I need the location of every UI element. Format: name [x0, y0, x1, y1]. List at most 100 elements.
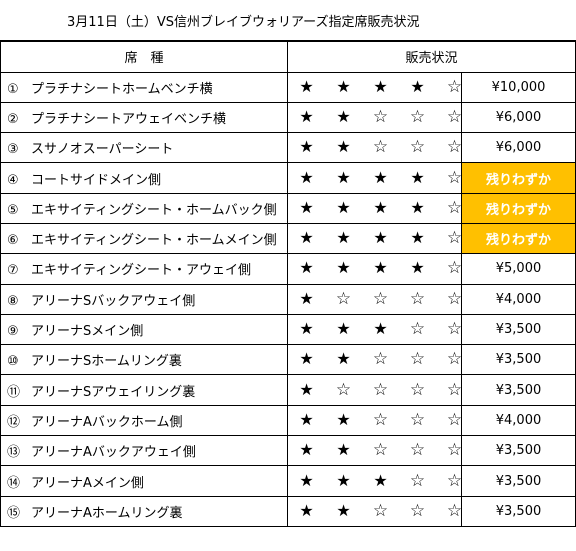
row-number: ②: [7, 111, 19, 127]
filled-star-icon: ★: [299, 379, 314, 399]
filled-star-icon: ★: [410, 76, 425, 96]
table-row: ③ スサノオスーパーシート ★ ★ ☆ ☆ ☆ ¥6,000: [0, 132, 576, 164]
empty-star-icon: ☆: [335, 288, 352, 309]
availability-stars: ★ ☆ ☆ ☆ ☆: [287, 374, 462, 406]
seat-name-cell: ④ コートサイドメイン側: [0, 162, 288, 194]
filled-star-icon: ★: [336, 440, 351, 460]
empty-star-icon: ☆: [409, 409, 426, 430]
row-number: ①: [7, 81, 19, 97]
seat-name: アリーナAホームリング裏: [31, 505, 183, 521]
empty-star-icon: ☆: [335, 379, 352, 400]
seat-name: コートサイドメイン側: [31, 172, 162, 188]
availability-stars: ★ ★ ☆ ☆ ☆: [287, 344, 462, 376]
table-row: ⑭ アリーナAメイン側 ★ ★ ★ ☆ ☆ ¥3,500: [0, 465, 576, 497]
row-number: ⑩: [7, 354, 19, 370]
empty-star-icon: ☆: [372, 288, 389, 309]
filled-star-icon: ★: [410, 197, 425, 217]
filled-star-icon: ★: [336, 349, 351, 369]
seat-name-cell: ⑫ アリーナAバックホーム側: [0, 404, 288, 437]
availability-stars: ★ ★ ★ ★ ☆: [287, 222, 462, 255]
seat-name: アリーナAメイン側: [31, 475, 144, 491]
row-number: ④: [7, 172, 19, 188]
availability-stars: ★ ★ ★ ★ ☆: [287, 162, 462, 194]
low-stock-badge: 残りわずか: [460, 162, 576, 194]
filled-star-icon: ★: [336, 470, 351, 490]
seat-name: アリーナSアウェイリング裏: [31, 384, 196, 400]
low-stock-badge: 残りわずか: [460, 192, 576, 224]
table-row: ⑪ アリーナSアウェイリング裏 ★ ☆ ☆ ☆ ☆ ¥3,500: [0, 374, 576, 406]
seat-name: スサノオスーパーシート: [31, 142, 174, 158]
price-cell: ¥3,500: [460, 374, 576, 406]
empty-star-icon: ☆: [409, 379, 426, 400]
row-number: ⑤: [7, 202, 19, 218]
filled-star-icon: ★: [336, 167, 351, 187]
empty-star-icon: ☆: [409, 470, 426, 491]
seat-name-cell: ③ スサノオスーパーシート: [0, 132, 288, 164]
seat-name-cell: ① プラチナシートホームベンチ横: [0, 71, 288, 103]
empty-star-icon: ☆: [446, 409, 463, 430]
filled-star-icon: ★: [299, 409, 314, 429]
empty-star-icon: ☆: [446, 288, 463, 309]
empty-star-icon: ☆: [372, 106, 389, 127]
empty-star-icon: ☆: [409, 288, 426, 309]
filled-star-icon: ★: [299, 349, 314, 369]
seat-name: アリーナSバックアウェイ側: [31, 293, 196, 309]
price-cell: ¥3,500: [460, 465, 576, 497]
seat-name: プラチナシートホームベンチ横: [31, 81, 213, 97]
price-cell: ¥6,000: [460, 132, 576, 164]
price-cell: ¥3,500: [460, 495, 576, 527]
seat-name: エキサイティングシート・アウェイ側: [31, 263, 251, 279]
price-cell: ¥3,500: [460, 344, 576, 376]
filled-star-icon: ★: [336, 76, 351, 96]
seat-name-cell: ⑤ エキサイティングシート・ホームバック側: [0, 192, 288, 224]
empty-star-icon: ☆: [446, 440, 463, 461]
table-row: ④ コートサイドメイン側 ★ ★ ★ ★ ☆ 残りわずか: [0, 162, 576, 194]
seat-name: アリーナSメイン側: [31, 324, 144, 340]
empty-star-icon: ☆: [446, 167, 463, 188]
row-number: ⑬: [7, 445, 21, 461]
table-row: ⑨ アリーナSメイン側 ★ ★ ★ ☆ ☆ ¥3,500: [0, 313, 576, 346]
empty-star-icon: ☆: [446, 76, 463, 97]
empty-star-icon: ☆: [446, 349, 463, 370]
low-stock-badge: 残りわずか: [460, 222, 576, 255]
filled-star-icon: ★: [336, 106, 351, 126]
row-number: ⑨: [7, 324, 19, 340]
seat-name-cell: ⑮ アリーナAホームリング裏: [0, 495, 288, 527]
seat-name-cell: ⑥ エキサイティングシート・ホームメイン側: [0, 222, 288, 255]
seat-name-cell: ⑩ アリーナSホームリング裏: [0, 344, 288, 376]
filled-star-icon: ★: [336, 228, 351, 248]
row-number: ⑧: [7, 293, 19, 309]
filled-star-icon: ★: [299, 197, 314, 217]
price-cell: ¥4,000: [460, 404, 576, 437]
table-row: ⑦ エキサイティングシート・アウェイ側 ★ ★ ★ ★ ☆ ¥5,000: [0, 253, 576, 285]
availability-stars: ★ ★ ★ ★ ☆: [287, 253, 462, 285]
empty-star-icon: ☆: [372, 349, 389, 370]
table-row: ⑫ アリーナAバックホーム側 ★ ★ ☆ ☆ ☆ ¥4,000: [0, 404, 576, 437]
empty-star-icon: ☆: [446, 258, 463, 279]
price-cell: ¥5,000: [460, 253, 576, 285]
filled-star-icon: ★: [299, 258, 314, 278]
empty-star-icon: ☆: [409, 319, 426, 340]
empty-star-icon: ☆: [409, 500, 426, 521]
filled-star-icon: ★: [336, 258, 351, 278]
row-number: ⑭: [7, 475, 21, 491]
row-number: ⑫: [7, 414, 21, 430]
empty-star-icon: ☆: [446, 319, 463, 340]
empty-star-icon: ☆: [446, 137, 463, 158]
seat-name-cell: ⑦ エキサイティングシート・アウェイ側: [0, 253, 288, 285]
availability-stars: ★ ★ ☆ ☆ ☆: [287, 495, 462, 527]
empty-star-icon: ☆: [446, 106, 463, 127]
seat-name: エキサイティングシート・ホームメイン側: [31, 233, 277, 249]
filled-star-icon: ★: [373, 197, 388, 217]
seat-name: アリーナSホームリング裏: [31, 354, 182, 370]
filled-star-icon: ★: [336, 137, 351, 157]
filled-star-icon: ★: [410, 228, 425, 248]
availability-stars: ★ ★ ☆ ☆ ☆: [287, 435, 462, 467]
table-row: ⑧ アリーナSバックアウェイ側 ★ ☆ ☆ ☆ ☆ ¥4,000: [0, 283, 576, 315]
table-row: ② プラチナシートアウェイベンチ横 ★ ★ ☆ ☆ ☆ ¥6,000: [0, 101, 576, 134]
filled-star-icon: ★: [373, 76, 388, 96]
header-seat-type: 席 種: [0, 40, 288, 73]
filled-star-icon: ★: [299, 228, 314, 248]
seat-name-cell: ⑧ アリーナSバックアウェイ側: [0, 283, 288, 315]
table-row: ⑬ アリーナAバックアウェイ側 ★ ★ ☆ ☆ ☆ ¥3,500: [0, 435, 576, 467]
